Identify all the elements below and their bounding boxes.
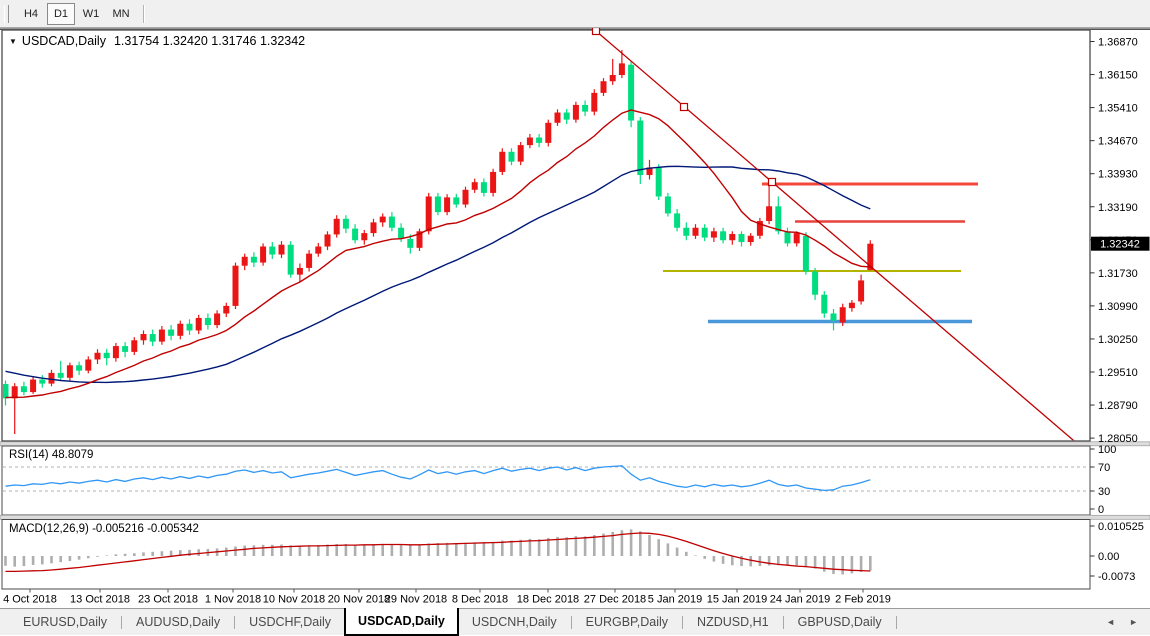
symbol-dropdown-icon[interactable]: ▼ xyxy=(9,37,17,46)
rsi-value: 48.8079 xyxy=(51,449,94,461)
svg-text:100: 100 xyxy=(1098,444,1116,456)
tab-usdcad-daily[interactable]: USDCAD,Daily xyxy=(344,608,459,636)
svg-text:1.32342: 1.32342 xyxy=(1100,239,1140,251)
svg-text:24 Jan 2019: 24 Jan 2019 xyxy=(770,594,831,606)
svg-text:0: 0 xyxy=(1098,504,1104,516)
tab-scroll-right-icon[interactable]: ► xyxy=(1129,617,1138,627)
date-axis: 4 Oct 2018 13 Oct 2018 23 Oct 2018 1 Nov 20… xyxy=(3,589,891,606)
svg-text:8 Dec 2018: 8 Dec 2018 xyxy=(452,594,508,606)
trendline-anchor xyxy=(767,177,777,187)
svg-text:1.30250: 1.30250 xyxy=(1098,334,1138,346)
trendline-anchor xyxy=(679,102,689,112)
macd-panel-frame xyxy=(1,519,1091,590)
symbol-tab-bar: EURUSD,Daily AUDUSD,Daily USDCHF,Daily U… xyxy=(0,608,1150,636)
current-price-badge: 1.32342 xyxy=(1091,236,1150,251)
svg-text:1.33190: 1.33190 xyxy=(1098,202,1138,214)
macd-layer: 0.010525 0.00 -0.0073 xyxy=(4,521,1144,583)
panel-separator xyxy=(0,514,1150,520)
tab-separator xyxy=(570,615,572,629)
svg-text:18 Dec 2018: 18 Dec 2018 xyxy=(517,594,579,606)
tab-separator xyxy=(895,615,897,629)
tab-scroll-arrows: ◄ ► xyxy=(1106,617,1138,627)
svg-text:1.31730: 1.31730 xyxy=(1098,268,1138,280)
timeframe-button-mn[interactable]: MN xyxy=(112,7,130,20)
rsi-line xyxy=(5,465,871,492)
rsi-name: RSI(14) xyxy=(9,449,49,461)
toolbar-separator xyxy=(143,4,144,23)
svg-text:1.28790: 1.28790 xyxy=(1098,400,1138,412)
tab-usdchf-daily[interactable]: USDCHF,Daily xyxy=(249,615,332,629)
svg-text:1.33930: 1.33930 xyxy=(1098,169,1138,181)
tab-audusd-daily[interactable]: AUDUSD,Daily xyxy=(136,615,221,629)
timeframe-toolbar: H4 D1 W1 MN xyxy=(0,0,1150,28)
svg-text:27 Dec 2018: 27 Dec 2018 xyxy=(584,594,646,606)
tab-nzdusd-h1[interactable]: NZDUSD,H1 xyxy=(697,615,769,629)
rsi-indicator-label: RSI(14) 48.8079 xyxy=(9,449,93,461)
tab-eurgbp-daily[interactable]: EURGBP,Daily xyxy=(585,615,669,629)
chart-title: ▼ USDCAD,Daily 1.31754 1.32420 1.31746 1.3… xyxy=(9,34,305,48)
svg-text:1 Nov 2018: 1 Nov 2018 xyxy=(205,594,261,606)
svg-text:1.29510: 1.29510 xyxy=(1098,367,1138,379)
toolbar-grip[interactable] xyxy=(4,4,9,23)
rsi-layer: 100 70 30 0 xyxy=(3,444,1116,516)
svg-text:0.00: 0.00 xyxy=(1098,551,1119,563)
svg-text:1.28050: 1.28050 xyxy=(1098,433,1138,445)
svg-text:1.30990: 1.30990 xyxy=(1098,301,1138,313)
trendline xyxy=(595,30,1075,441)
svg-text:5 Jan 2019: 5 Jan 2019 xyxy=(648,594,702,606)
candles-layer xyxy=(3,49,874,435)
trendline-anchor xyxy=(591,26,601,36)
chart-symbol-label: USDCAD,Daily xyxy=(21,34,106,48)
svg-text:1.36150: 1.36150 xyxy=(1098,70,1138,82)
svg-text:29 Nov 2018: 29 Nov 2018 xyxy=(385,594,447,606)
macd-indicator-label: MACD(12,26,9) -0.005216 -0.005342 xyxy=(9,523,199,535)
svg-text:15 Jan 2019: 15 Jan 2019 xyxy=(707,594,768,606)
tab-separator xyxy=(234,615,236,629)
timeframe-button-h4[interactable]: H4 xyxy=(23,7,39,20)
panel-separator xyxy=(0,441,1150,447)
macd-name: MACD(12,26,9) xyxy=(9,523,89,535)
svg-text:4 Oct 2018: 4 Oct 2018 xyxy=(3,594,57,606)
timeframe-button-d1[interactable]: D1 xyxy=(47,2,75,25)
svg-text:13 Oct 2018: 13 Oct 2018 xyxy=(70,594,130,606)
svg-text:1.36870: 1.36870 xyxy=(1098,37,1138,49)
tab-separator xyxy=(682,615,684,629)
tab-eurusd-daily[interactable]: EURUSD,Daily xyxy=(23,615,108,629)
svg-text:30: 30 xyxy=(1098,486,1110,498)
svg-text:10 Nov 2018: 10 Nov 2018 xyxy=(263,594,325,606)
price-axis: 1.36870 1.36150 1.35410 1.34670 1.33930 1.331… xyxy=(1090,37,1138,445)
macd-signal-line xyxy=(5,532,871,573)
ma-slow-line xyxy=(5,165,871,384)
svg-text:-0.0073: -0.0073 xyxy=(1098,571,1135,583)
tab-gbpusd-daily[interactable]: GBPUSD,Daily xyxy=(797,615,882,629)
macd-values: -0.005216 -0.005342 xyxy=(92,523,199,535)
svg-text:2 Feb 2019: 2 Feb 2019 xyxy=(835,594,891,606)
tab-separator xyxy=(121,615,123,629)
svg-text:1.35410: 1.35410 xyxy=(1098,103,1138,115)
svg-text:1.34670: 1.34670 xyxy=(1098,136,1138,148)
main-panel-frame xyxy=(1,29,1091,442)
tab-scroll-left-icon[interactable]: ◄ xyxy=(1106,617,1116,627)
tab-usdcnh-daily[interactable]: USDCNH,Daily xyxy=(471,615,557,629)
svg-text:20 Nov 2018: 20 Nov 2018 xyxy=(328,594,390,606)
tab-separator xyxy=(782,615,784,629)
svg-text:0.010525: 0.010525 xyxy=(1098,521,1144,533)
ma-fast-line xyxy=(5,109,871,399)
main-chart-layer xyxy=(3,30,1075,441)
rsi-panel-frame xyxy=(1,445,1091,516)
chart-ohlc-values: 1.31754 1.32420 1.31746 1.32342 xyxy=(113,34,306,48)
svg-text:70: 70 xyxy=(1098,462,1110,474)
timeframe-button-w1[interactable]: W1 xyxy=(82,7,100,20)
svg-text:23 Oct 2018: 23 Oct 2018 xyxy=(138,594,198,606)
